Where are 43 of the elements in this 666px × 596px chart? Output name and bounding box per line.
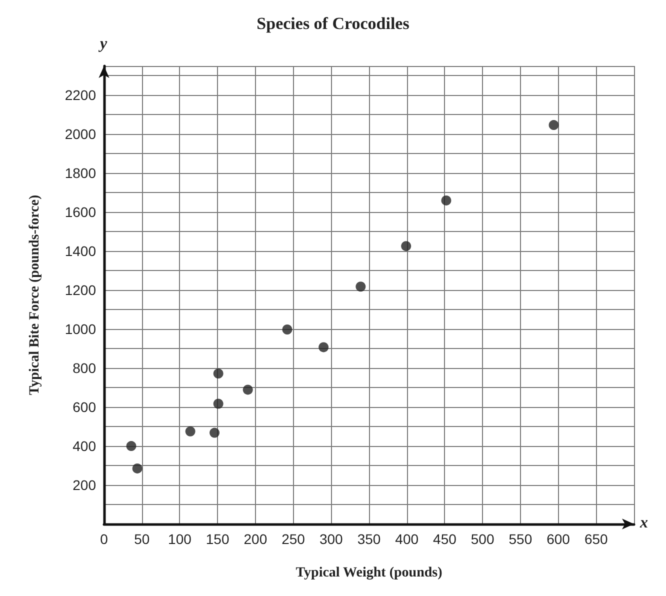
point — [401, 241, 412, 252]
point — [548, 120, 559, 130]
chart-title: Species of Crocodiles — [256, 14, 410, 33]
point — [213, 368, 224, 379]
x-axis-title: Typical Weight (pounds) — [296, 566, 443, 580]
y-tick-label: 200 — [72, 477, 96, 494]
x-tick-label: 100 — [168, 531, 192, 547]
x-tick-label: 450 — [433, 531, 457, 547]
y-tick-label: 1600 — [64, 204, 96, 220]
point — [210, 428, 220, 438]
x-tick-label: 50 — [134, 531, 150, 547]
y-tick-label: 2000 — [64, 126, 96, 142]
x-tick-label: 600 — [546, 531, 570, 547]
y-tick-label: 1800 — [64, 165, 96, 182]
point — [242, 384, 253, 395]
x-tick-label: 550 — [508, 531, 532, 547]
x-tick-label: 0 — [100, 531, 108, 547]
y-tick-label: 600 — [72, 399, 96, 416]
x-tick-label: 500 — [470, 531, 494, 547]
x-tick-label: 300 — [319, 531, 344, 547]
y-axis-title: Typical Bite Force (pounds-force) — [28, 194, 42, 396]
point — [356, 282, 366, 292]
point — [441, 195, 452, 206]
point — [132, 463, 142, 474]
x-tick-label: 150 — [206, 531, 230, 547]
point — [213, 398, 224, 409]
x-tick-label: 200 — [244, 531, 268, 547]
point — [318, 342, 329, 352]
point — [126, 441, 136, 452]
y-tick-label: 800 — [72, 360, 96, 376]
y-tick-label: 1200 — [64, 282, 96, 298]
text: x — [639, 514, 648, 532]
x-tick-label: 650 — [584, 531, 608, 547]
y-tick-label: 1000 — [64, 321, 96, 338]
x-tick-label: 350 — [357, 531, 381, 547]
y-tick-label: 1400 — [64, 243, 96, 260]
point — [282, 324, 292, 334]
x-tick-label: 400 — [395, 531, 419, 547]
text: y — [98, 36, 108, 52]
y-tick-label: 400 — [72, 438, 96, 454]
x-tick-label: 250 — [282, 531, 306, 547]
point — [185, 426, 196, 436]
y-tick-label: 2200 — [64, 87, 96, 104]
